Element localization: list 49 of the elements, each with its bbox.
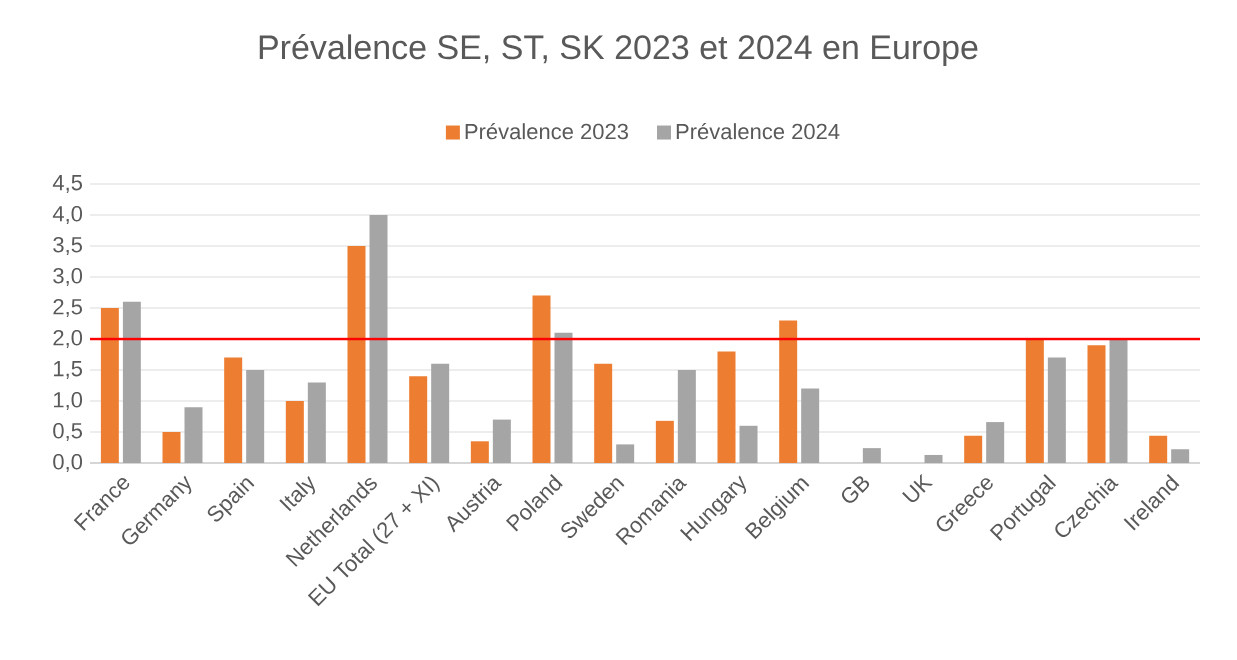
y-tick-label: 3,5	[53, 236, 82, 256]
bar	[554, 332, 573, 463]
y-tick-label: 1,5	[54, 361, 82, 379]
bar	[655, 420, 674, 463]
bar	[1149, 435, 1168, 463]
y-tick-label: 4,5	[52, 175, 82, 193]
bar	[1109, 339, 1128, 463]
bar	[431, 363, 450, 463]
bar	[739, 425, 758, 463]
bar	[717, 351, 736, 463]
bar	[1047, 357, 1066, 463]
bar	[470, 441, 489, 463]
bar	[532, 295, 551, 463]
bar	[779, 320, 798, 463]
bar	[224, 357, 243, 463]
bar	[964, 435, 983, 463]
y-tick-label: 2,5	[53, 298, 82, 318]
y-tick-label: 2,0	[53, 329, 83, 349]
bar	[369, 215, 388, 463]
y-tick-label: 4,0	[52, 205, 83, 225]
bar	[285, 401, 304, 463]
bar	[162, 432, 181, 463]
bar	[184, 407, 203, 463]
legend-label: Prévalence 2024	[676, 122, 840, 140]
bar	[862, 448, 881, 463]
bar	[409, 376, 428, 463]
bar	[1171, 449, 1190, 463]
x-tick-label: UK	[902, 473, 934, 503]
bar	[100, 308, 119, 463]
y-tick-label: 1,0	[54, 391, 83, 411]
y-tick-label: 3,0	[53, 267, 83, 287]
bar	[246, 370, 265, 463]
legend-label: Prévalence 2023	[465, 122, 628, 140]
bar	[801, 388, 820, 463]
chart-title: Prévalence SE, ST, SK 2023 et 2024 en Europe	[259, 33, 978, 67]
bar	[616, 444, 635, 463]
bar	[347, 246, 366, 463]
bar	[1087, 345, 1106, 463]
y-tick-label: 0,5	[53, 422, 82, 442]
bar	[594, 363, 613, 463]
bar	[986, 422, 1005, 463]
bar	[122, 301, 141, 463]
bar	[492, 419, 511, 463]
x-tick-label: GB	[841, 476, 870, 503]
bar	[924, 454, 943, 463]
y-tick-label: 0,0	[53, 453, 83, 473]
bar	[307, 382, 326, 463]
bar	[1025, 339, 1044, 463]
bar	[677, 370, 696, 463]
